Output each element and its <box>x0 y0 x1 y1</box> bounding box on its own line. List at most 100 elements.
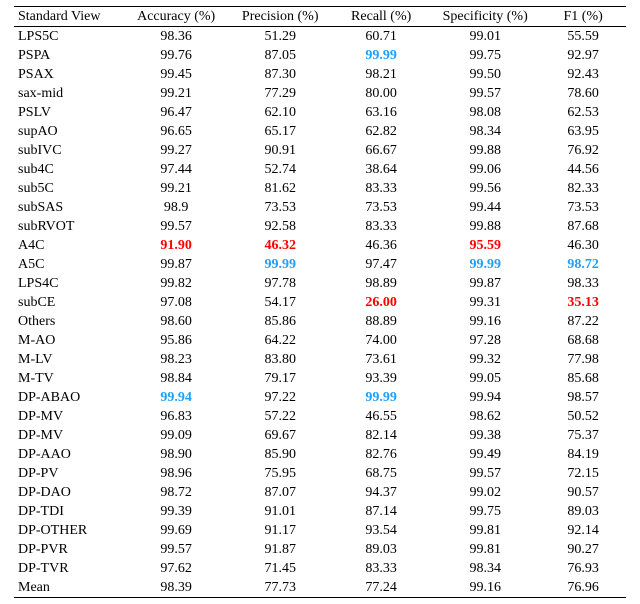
cell-f1: 68.68 <box>540 331 626 350</box>
cell-acc: 99.69 <box>124 521 228 540</box>
cell-prec: 87.30 <box>228 65 332 84</box>
cell-spec: 98.62 <box>430 407 540 426</box>
cell-name: sax-mid <box>14 84 124 103</box>
cell-acc: 98.9 <box>124 198 228 217</box>
cell-acc: 99.87 <box>124 255 228 274</box>
cell-rec: 83.33 <box>332 179 430 198</box>
cell-rec: 98.21 <box>332 65 430 84</box>
cell-prec: 81.62 <box>228 179 332 198</box>
cell-acc: 91.90 <box>124 236 228 255</box>
cell-prec: 91.87 <box>228 540 332 559</box>
cell-spec: 99.88 <box>430 141 540 160</box>
table-row: M-AO95.8664.2274.0097.2868.68 <box>14 331 626 350</box>
cell-rec: 63.16 <box>332 103 430 122</box>
cell-spec: 99.02 <box>430 483 540 502</box>
cell-name: M-LV <box>14 350 124 369</box>
cell-acc: 99.45 <box>124 65 228 84</box>
cell-spec: 99.75 <box>430 46 540 65</box>
cell-acc: 99.21 <box>124 179 228 198</box>
cell-name: subRVOT <box>14 217 124 236</box>
cell-name: DP-TVR <box>14 559 124 578</box>
cell-f1: 46.30 <box>540 236 626 255</box>
cell-spec: 99.16 <box>430 578 540 598</box>
cell-rec: 73.53 <box>332 198 430 217</box>
cell-spec: 98.34 <box>430 559 540 578</box>
cell-acc: 97.62 <box>124 559 228 578</box>
cell-spec: 99.75 <box>430 502 540 521</box>
table-row: PSLV96.4762.1063.1698.0862.53 <box>14 103 626 122</box>
cell-spec: 99.49 <box>430 445 540 464</box>
cell-acc: 96.47 <box>124 103 228 122</box>
cell-rec: 77.24 <box>332 578 430 598</box>
cell-name: LPS5C <box>14 27 124 47</box>
table-row: LPS4C99.8297.7898.8999.8798.33 <box>14 274 626 293</box>
cell-acc: 99.57 <box>124 217 228 236</box>
cell-f1: 76.96 <box>540 578 626 598</box>
cell-spec: 99.99 <box>430 255 540 274</box>
cell-spec: 99.05 <box>430 369 540 388</box>
cell-spec: 99.16 <box>430 312 540 331</box>
cell-name: PSLV <box>14 103 124 122</box>
cell-rec: 89.03 <box>332 540 430 559</box>
table-row: A4C91.9046.3246.3695.5946.30 <box>14 236 626 255</box>
cell-f1: 98.72 <box>540 255 626 274</box>
cell-rec: 46.36 <box>332 236 430 255</box>
col-accuracy: Accuracy (%) <box>124 7 228 27</box>
cell-rec: 62.82 <box>332 122 430 141</box>
cell-spec: 99.32 <box>430 350 540 369</box>
cell-rec: 94.37 <box>332 483 430 502</box>
cell-rec: 74.00 <box>332 331 430 350</box>
cell-f1: 85.68 <box>540 369 626 388</box>
table-row: DP-TVR97.6271.4583.3398.3476.93 <box>14 559 626 578</box>
cell-acc: 99.76 <box>124 46 228 65</box>
cell-prec: 87.05 <box>228 46 332 65</box>
table-row: DP-TDI99.3991.0187.1499.7589.03 <box>14 502 626 521</box>
table-row: subCE97.0854.1726.0099.3135.13 <box>14 293 626 312</box>
cell-rec: 93.54 <box>332 521 430 540</box>
cell-f1: 98.57 <box>540 388 626 407</box>
col-standard-view: Standard View <box>14 7 124 27</box>
cell-f1: 77.98 <box>540 350 626 369</box>
table-row: A5C99.8799.9997.4799.9998.72 <box>14 255 626 274</box>
cell-acc: 98.60 <box>124 312 228 331</box>
cell-f1: 73.53 <box>540 198 626 217</box>
cell-rec: 68.75 <box>332 464 430 483</box>
cell-acc: 98.36 <box>124 27 228 47</box>
table-row: DP-ABAO99.9497.2299.9999.9498.57 <box>14 388 626 407</box>
cell-name: DP-TDI <box>14 502 124 521</box>
table-row: DP-MV99.0969.6782.1499.3875.37 <box>14 426 626 445</box>
cell-f1: 35.13 <box>540 293 626 312</box>
cell-prec: 75.95 <box>228 464 332 483</box>
cell-prec: 85.90 <box>228 445 332 464</box>
cell-name: Others <box>14 312 124 331</box>
cell-rec: 83.33 <box>332 559 430 578</box>
cell-f1: 98.33 <box>540 274 626 293</box>
cell-rec: 46.55 <box>332 407 430 426</box>
cell-f1: 92.43 <box>540 65 626 84</box>
cell-rec: 97.47 <box>332 255 430 274</box>
cell-name: sub5C <box>14 179 124 198</box>
cell-f1: 90.27 <box>540 540 626 559</box>
cell-prec: 87.07 <box>228 483 332 502</box>
cell-prec: 83.80 <box>228 350 332 369</box>
cell-f1: 76.93 <box>540 559 626 578</box>
cell-acc: 98.23 <box>124 350 228 369</box>
cell-spec: 99.01 <box>430 27 540 47</box>
cell-spec: 99.87 <box>430 274 540 293</box>
cell-rec: 99.99 <box>332 388 430 407</box>
cell-spec: 99.31 <box>430 293 540 312</box>
cell-acc: 99.09 <box>124 426 228 445</box>
cell-prec: 54.17 <box>228 293 332 312</box>
cell-spec: 99.57 <box>430 84 540 103</box>
cell-f1: 92.97 <box>540 46 626 65</box>
cell-spec: 99.88 <box>430 217 540 236</box>
cell-spec: 99.38 <box>430 426 540 445</box>
cell-spec: 99.57 <box>430 464 540 483</box>
cell-name: A5C <box>14 255 124 274</box>
table-row: supAO96.6565.1762.8298.3463.95 <box>14 122 626 141</box>
cell-rec: 99.99 <box>332 46 430 65</box>
cell-prec: 77.29 <box>228 84 332 103</box>
cell-spec: 98.34 <box>430 122 540 141</box>
cell-acc: 99.39 <box>124 502 228 521</box>
cell-name: Mean <box>14 578 124 598</box>
